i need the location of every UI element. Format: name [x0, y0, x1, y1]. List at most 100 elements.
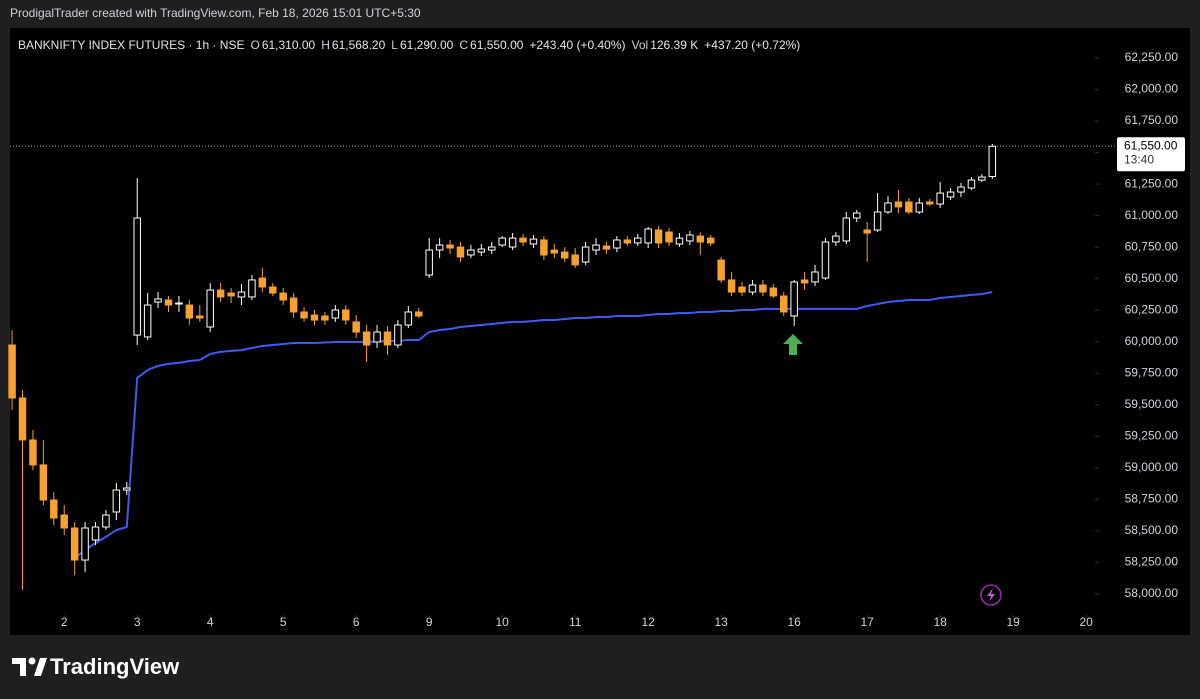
logo-mark	[12, 658, 26, 676]
candle-body	[373, 331, 381, 343]
legend-change: +243.40 (+0.40%)	[529, 38, 626, 52]
candle-body	[894, 201, 903, 208]
y-tick-label: 58,750.00	[1125, 492, 1179, 506]
x-tick-label: 6	[353, 615, 360, 629]
candle-body	[394, 324, 402, 346]
candle-body	[196, 315, 204, 319]
candle-body	[415, 311, 423, 317]
y-tick-label: 58,250.00	[1125, 555, 1179, 569]
candle-body	[331, 309, 340, 319]
candle-body	[123, 487, 131, 491]
y-tick-label: 61,250.00	[1125, 176, 1179, 190]
candle-body	[748, 284, 757, 293]
candle-body	[70, 527, 79, 561]
candle-body	[446, 244, 454, 249]
y-tick-label: 62,000.00	[1125, 82, 1179, 96]
candle-body	[863, 229, 871, 234]
legend-value: 61,568.20	[331, 38, 386, 52]
x-tick-label: 16	[787, 615, 801, 629]
candle-body	[832, 235, 840, 243]
candle-body	[227, 292, 235, 297]
last-price-label: 61,550.00	[1124, 138, 1178, 152]
y-tick-label: 59,500.00	[1125, 397, 1179, 411]
candle-body	[300, 311, 308, 319]
x-tick-label: 3	[134, 615, 141, 629]
brand: TradingView	[12, 652, 212, 689]
candle-body	[696, 235, 705, 243]
candle-body	[592, 244, 600, 251]
candle-body	[634, 237, 642, 244]
countdown-label: 13:40	[1124, 152, 1154, 166]
candle-body	[686, 234, 694, 242]
candle-body	[237, 291, 246, 298]
legend-key: Vol	[631, 38, 649, 52]
candle-body	[383, 331, 392, 346]
x-tick-label: 13	[714, 615, 728, 629]
candle-body	[821, 241, 830, 279]
y-tick-label: 60,500.00	[1125, 271, 1179, 285]
candle-body	[727, 279, 736, 293]
brand-name: TradingView	[50, 654, 180, 679]
alert-bolt	[987, 588, 995, 602]
candle-body	[780, 295, 788, 313]
legend-change: +437.20 (+0.72%)	[704, 38, 801, 52]
candle-body	[529, 238, 538, 245]
candle-body	[519, 237, 527, 243]
symbol: BANKNIFTY INDEX FUTURES · 1h · NSE	[18, 38, 245, 52]
candle-body	[800, 279, 809, 284]
candle-body	[206, 289, 214, 328]
y-tick-label: 60,000.00	[1125, 334, 1179, 348]
x-tick-label: 17	[860, 615, 874, 629]
alert-icon	[980, 584, 1002, 606]
x-tick-label: 4	[207, 615, 214, 629]
candle-body	[477, 248, 486, 253]
candle-body	[164, 299, 173, 306]
candle-body	[498, 237, 506, 246]
candle-body	[613, 239, 621, 249]
candle-body	[978, 176, 986, 181]
candle-body	[60, 514, 68, 529]
candle-body	[404, 311, 413, 326]
x-tick-label: 19	[1006, 615, 1020, 629]
y-tick-label: 59,250.00	[1125, 428, 1179, 442]
candle-body	[133, 217, 141, 336]
candle-body	[248, 279, 256, 298]
ohlc-legend: BANKNIFTY INDEX FUTURES · 1h · NSE O 61,31…	[18, 38, 806, 52]
candle-body	[362, 331, 371, 346]
candle-body	[602, 245, 611, 250]
candle-body	[112, 489, 121, 513]
y-tick-label: 60,750.00	[1125, 239, 1179, 253]
candle-body	[258, 277, 267, 288]
legend-key: L	[391, 38, 398, 52]
y-tick-label: 62,250.00	[1125, 50, 1179, 64]
candle-body	[342, 309, 350, 321]
candle-body	[540, 239, 548, 256]
candle-body	[644, 228, 652, 244]
candle-body	[884, 202, 892, 213]
candle-body	[915, 202, 924, 213]
candle-body	[905, 201, 913, 213]
candle-body	[550, 249, 559, 254]
candle-body	[936, 192, 944, 205]
candle-body	[967, 179, 976, 189]
x-tick-label: 9	[426, 615, 433, 629]
candle-body	[91, 526, 100, 541]
candle-body	[154, 298, 162, 303]
candle-body	[623, 239, 632, 244]
candle-body	[581, 246, 590, 263]
y-tick-label: 61,750.00	[1125, 113, 1179, 127]
candle-body	[289, 297, 298, 313]
candle-body	[143, 304, 152, 338]
y-tick-label: 60,250.00	[1125, 302, 1179, 316]
candle-body	[321, 315, 329, 321]
candle-body	[852, 212, 861, 219]
candle-body	[675, 237, 684, 245]
candle-body	[39, 464, 48, 501]
candle-body	[665, 231, 673, 243]
legend-value: 61,310.00	[261, 38, 316, 52]
y-tick-label: 59,750.00	[1125, 365, 1179, 379]
candle-body	[216, 289, 225, 298]
signal-arrow	[783, 334, 803, 355]
x-tick-label: 12	[641, 615, 655, 629]
